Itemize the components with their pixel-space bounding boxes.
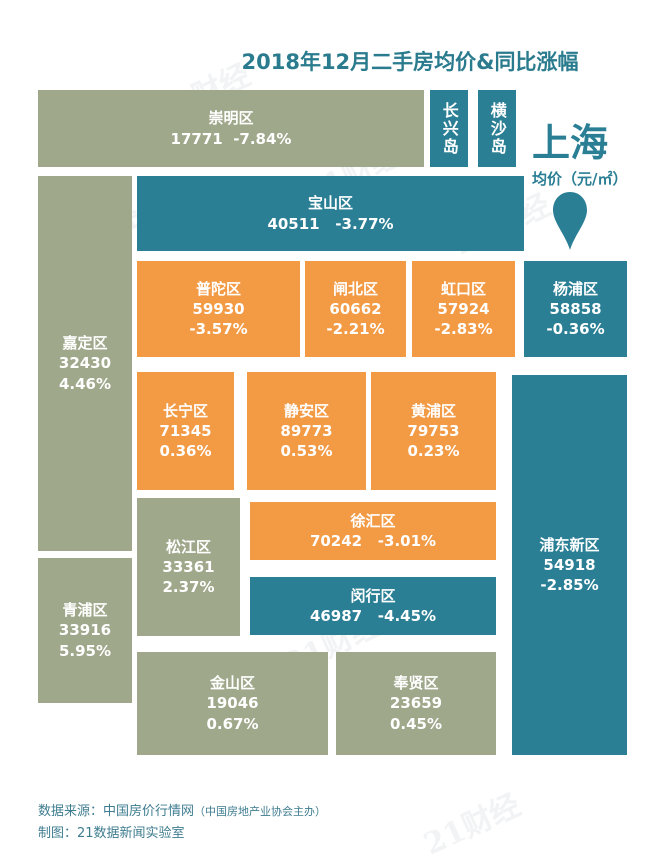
district-name: 奉贤区 [393, 674, 439, 693]
district-price: 70242 [309, 532, 363, 550]
credit-note: 制图：21数据新闻实验室 [38, 826, 185, 841]
source-label: 数据来源：中国房价行情网 [38, 804, 195, 819]
district-name: 虹口区 [440, 279, 486, 298]
district-price: 33361 [162, 557, 215, 576]
tile-fengxian: 奉贤区 23659 0.45% [336, 652, 496, 755]
district-change: -2.21% [326, 320, 385, 339]
source-note: 数据来源：中国房价行情网（中国房地产业协会主办） [38, 800, 326, 819]
district-change: 4.46% [58, 374, 112, 393]
district-name: 闵行区 [350, 586, 396, 605]
district-change: -0.36% [546, 320, 605, 339]
district-change: -3.01% [377, 532, 437, 550]
district-price: 79753 [407, 421, 460, 440]
tile-pudong: 浦东新区 54918 -2.85% [512, 375, 627, 755]
map-pin-icon [553, 192, 587, 250]
district-name: 长宁区 [162, 401, 208, 420]
district-name: 普陀区 [195, 279, 241, 298]
district-price: 60662 [329, 299, 382, 318]
city-label: 上海 [532, 121, 609, 165]
district-price: 59930 [192, 299, 245, 318]
district-price: 33916 [58, 621, 112, 640]
district-stats: 46987 -4.45% [310, 606, 436, 626]
tile-huangpu: 黄浦区 79753 0.23% [371, 372, 496, 490]
district-change: 2.37% [162, 578, 215, 597]
tile-changning: 长宁区 71345 0.36% [137, 372, 234, 490]
district-stats: 40511 -3.77% [267, 214, 393, 234]
district-change: -3.77% [335, 214, 394, 233]
tile-baoshan: 宝山区 40511 -3.77% [137, 176, 524, 251]
district-price: 58858 [549, 299, 602, 318]
district-name: 浦东新区 [539, 535, 600, 554]
district-change: -2.85% [540, 576, 599, 595]
district-change: 0.53% [280, 442, 333, 461]
district-change: -3.57% [189, 320, 248, 339]
tile-zhabei: 闸北区 60662 -2.21% [305, 261, 406, 357]
tile-jinshan: 金山区 19046 0.67% [137, 652, 328, 755]
district-price: 71345 [159, 421, 212, 440]
tile-hengsha: 横沙岛 [478, 90, 516, 167]
district-change: -2.83% [434, 320, 493, 339]
district-price: 89773 [280, 421, 333, 440]
district-change: 0.36% [159, 442, 212, 461]
district-price: 40511 [267, 214, 320, 233]
unit-label: 均价（元/㎡） [532, 170, 628, 188]
district-change: -4.45% [377, 607, 437, 625]
district-name: 宝山区 [307, 194, 353, 213]
district-name: 松江区 [165, 537, 211, 556]
district-name: 横沙岛 [487, 101, 507, 156]
district-change: 0.45% [389, 714, 443, 733]
tile-minhang: 闵行区 46987 -4.45% [250, 577, 496, 635]
district-name: 黄浦区 [410, 401, 456, 420]
chart-title: 2018年12月二手房均价&同比涨幅 [241, 50, 579, 74]
district-change: -7.84% [233, 129, 292, 148]
district-price: 23659 [389, 694, 443, 713]
district-price: 54918 [543, 555, 596, 574]
tile-changxing: 长兴岛 [430, 90, 468, 167]
district-price: 32430 [58, 354, 112, 373]
tile-qingpu: 青浦区 33916 5.95% [38, 558, 132, 703]
district-price: 57924 [437, 299, 490, 318]
district-name: 徐汇区 [350, 511, 396, 530]
district-change: 0.23% [407, 442, 460, 461]
district-name: 静安区 [283, 401, 329, 420]
district-change: 5.95% [58, 641, 112, 660]
district-name: 闸北区 [332, 279, 378, 298]
source-organizer: （中国房地产业协会主办） [194, 805, 327, 818]
district-name: 嘉定区 [62, 334, 108, 353]
district-stats: 70242 -3.01% [310, 531, 436, 551]
district-name: 青浦区 [62, 601, 108, 620]
district-price: 19046 [206, 694, 259, 713]
tile-yangpu: 杨浦区 58858 -0.36% [524, 261, 627, 357]
tile-xuhui: 徐汇区 70242 -3.01% [250, 502, 496, 560]
tile-songjiang: 松江区 33361 2.37% [137, 498, 240, 636]
district-price: 17771 [170, 129, 223, 148]
district-change: 0.67% [206, 714, 259, 733]
district-name: 金山区 [209, 674, 255, 693]
district-stats: 17771 -7.84% [171, 129, 292, 149]
tile-hongkou: 虹口区 57924 -2.83% [412, 261, 515, 357]
district-name: 长兴岛 [439, 101, 459, 156]
district-name: 杨浦区 [552, 279, 598, 298]
tile-jiading: 嘉定区 32430 4.46% [38, 176, 132, 551]
tile-jingan: 静安区 89773 0.53% [247, 372, 366, 490]
tile-chongming: 崇明区 17771 -7.84% [38, 90, 424, 167]
district-name: 崇明区 [208, 109, 254, 128]
watermark: 21财经 [418, 787, 526, 863]
tile-putuo: 普陀区 59930 -3.57% [137, 261, 300, 357]
district-price: 46987 [309, 607, 363, 625]
